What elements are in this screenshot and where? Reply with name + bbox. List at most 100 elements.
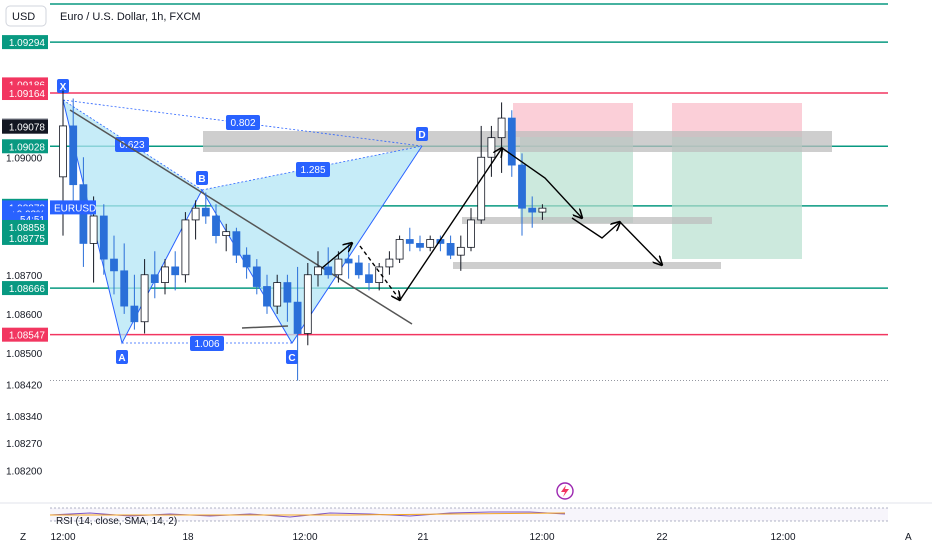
point-box-D — [416, 127, 428, 141]
ratio-label-3: 1.006 — [194, 339, 219, 350]
candle-body — [344, 258, 353, 264]
candle — [456, 235, 465, 271]
rsi-pane: RSI (14, close, SMA, 14, 2) — [0, 502, 932, 527]
candle-body — [59, 125, 67, 178]
point-box-A — [116, 350, 128, 364]
candle-body — [212, 215, 220, 236]
candle — [467, 208, 475, 252]
price-tag-12: 1.08775 — [9, 234, 46, 245]
x-tick-label-5: 22 — [656, 532, 668, 543]
candle — [232, 227, 241, 263]
price-tag-bg-13 — [2, 281, 48, 296]
candle-body — [130, 305, 139, 323]
flash-icon[interactable] — [556, 482, 574, 500]
candle — [497, 102, 506, 173]
candle-body — [518, 164, 526, 209]
candle — [365, 263, 373, 291]
y-tick-label-4: 1.08420 — [6, 380, 43, 391]
candle — [69, 98, 78, 205]
candle-body — [477, 156, 486, 221]
x-tick-label-1: 18 — [182, 532, 194, 543]
auto-scale-button[interactable]: A — [905, 532, 912, 543]
candle-body — [232, 231, 241, 256]
point-box-X — [57, 79, 69, 93]
candle — [477, 125, 486, 224]
price-tag-6: 1.09028 — [9, 142, 46, 153]
candle-body — [283, 282, 292, 303]
projection-arrow-3 — [501, 147, 582, 218]
candle-body — [110, 258, 118, 272]
candle — [283, 274, 292, 322]
ratio-box-2 — [296, 162, 330, 177]
currency-label: USD — [12, 11, 35, 23]
x-tick-label-3: 21 — [417, 532, 429, 543]
candle-body — [273, 282, 282, 307]
price-tag-3: 1.09164 — [9, 89, 46, 100]
candle — [201, 192, 210, 224]
price-tags: 1.092941.091861.091661.091641.090811.090… — [2, 35, 96, 342]
candle-body — [201, 207, 210, 217]
candle-body — [528, 207, 537, 213]
mid-zone — [462, 217, 712, 224]
candle — [273, 274, 282, 314]
candle-body — [120, 270, 129, 307]
symbol-tag: EURUSD — [54, 203, 96, 214]
projection-arrow-0 — [321, 243, 352, 269]
point-label-B: B — [198, 174, 205, 185]
currency-button[interactable] — [5, 5, 47, 27]
projection-arrows — [321, 147, 662, 300]
candle-body — [426, 239, 435, 248]
candle-body — [89, 215, 98, 244]
point-box-B — [196, 171, 208, 185]
candle-body — [191, 207, 200, 221]
candle — [222, 223, 231, 252]
candle-body — [324, 266, 333, 276]
x-tick-label-0: 12:00 — [50, 532, 75, 543]
harmonic-pattern: 0.623 0.802 1.285 1.006 X A B C D — [57, 79, 428, 364]
candle-body — [375, 266, 384, 283]
target-zone-2 — [672, 137, 802, 259]
y-tick-label-2: 1.08600 — [6, 310, 43, 321]
rsi-label: RSI (14, close, SMA, 14, 2) — [56, 516, 177, 527]
candle — [181, 212, 190, 283]
rsi-sma-line — [50, 512, 566, 516]
price-tag-bg-0 — [2, 35, 48, 50]
candle-body — [405, 239, 414, 244]
candle — [150, 251, 159, 299]
candle-body — [222, 231, 231, 236]
candle — [242, 247, 251, 279]
ratio-label-2: 1.285 — [300, 165, 325, 176]
candle — [518, 153, 526, 236]
candle — [252, 259, 261, 295]
point-box-C — [286, 350, 298, 364]
candle-body — [456, 246, 465, 256]
projection-arrow-4 — [571, 217, 620, 239]
price-tag-14: 1.08547 — [9, 331, 46, 342]
point-label-A: A — [118, 353, 125, 364]
candle — [507, 110, 516, 177]
timezone-button[interactable]: Z — [20, 532, 26, 543]
candle-body — [242, 254, 251, 268]
candle — [120, 243, 129, 314]
symbol-tag-bg — [50, 200, 96, 215]
y-tick-label-5: 1.08340 — [6, 412, 43, 423]
point-label-D: D — [418, 130, 425, 141]
candle-body — [69, 125, 78, 186]
flat-trendline — [241, 325, 289, 329]
candle — [171, 251, 180, 291]
candle-body — [365, 274, 373, 283]
candle-body — [395, 239, 404, 260]
x-tick-label-4: 12:00 — [529, 532, 554, 543]
candle-body — [252, 266, 261, 287]
candle — [293, 266, 302, 381]
candle-body — [446, 243, 455, 256]
candle-body — [314, 266, 322, 276]
price-tag-11: 1.08858 — [9, 223, 46, 234]
ratio-label-0: 0.623 — [119, 140, 144, 151]
point-label-X: X — [60, 82, 67, 93]
candle — [426, 235, 435, 252]
y-tick-label-3: 1.08500 — [6, 349, 43, 360]
candle-body — [140, 274, 149, 323]
